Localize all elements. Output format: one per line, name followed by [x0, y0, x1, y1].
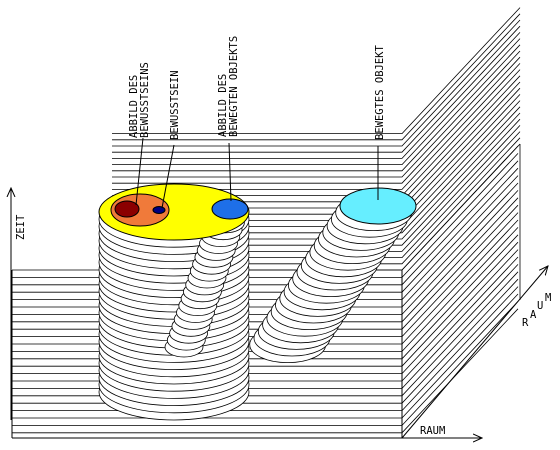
label-raum-diagonal-m: M [545, 292, 551, 304]
label-abbild-bewusstseins-line2: BEWUSSTSEINS [139, 62, 151, 138]
label-zeit: ZEIT [15, 214, 27, 240]
label-abbild-objekts-line1: ABBILD DES [217, 74, 229, 137]
leader-line-consciousness [161, 144, 175, 209]
label-abbild-objekts-line2: BEWEGTEN OBJEKTS [228, 36, 240, 137]
back-layer-line [112, 38, 521, 166]
front-layer-line [12, 160, 519, 286]
back-layer-line [112, 13, 521, 141]
back-layer-line [112, 50, 521, 178]
back-layer-line [112, 44, 521, 172]
front-layer-line [12, 204, 519, 330]
back-layer-line [112, 56, 521, 184]
object-image-disc [211, 198, 249, 220]
label-raum-diagonal-r: R [522, 317, 529, 329]
label-raum-diagonal-a: A [530, 309, 537, 321]
depth-axis-arrow [401, 266, 548, 439]
label-raum: RAUM [420, 425, 445, 437]
front-layer-line [12, 153, 519, 278]
consciousness-mark [152, 206, 166, 214]
label-bewusstsein: BEWUSSTSEIN [169, 70, 181, 140]
front-layer-line [12, 197, 519, 323]
label-bewegtes-objekt: BEWEGTES OBJEKT [374, 44, 386, 140]
back-layer-line [112, 25, 521, 153]
label-raum-diagonal-u: U [537, 300, 543, 312]
self-image-dot [114, 200, 140, 218]
back-layer-line [112, 7, 521, 135]
label-abbild-bewusstseins-line1: ABBILD DES [128, 75, 140, 138]
front-layer-line [12, 175, 519, 301]
back-layer-line [112, 19, 521, 147]
back-layer-line [112, 32, 521, 159]
front-layer-line [12, 167, 519, 293]
leader-line-object-image [228, 142, 232, 202]
leader-line-self-image [135, 137, 144, 206]
